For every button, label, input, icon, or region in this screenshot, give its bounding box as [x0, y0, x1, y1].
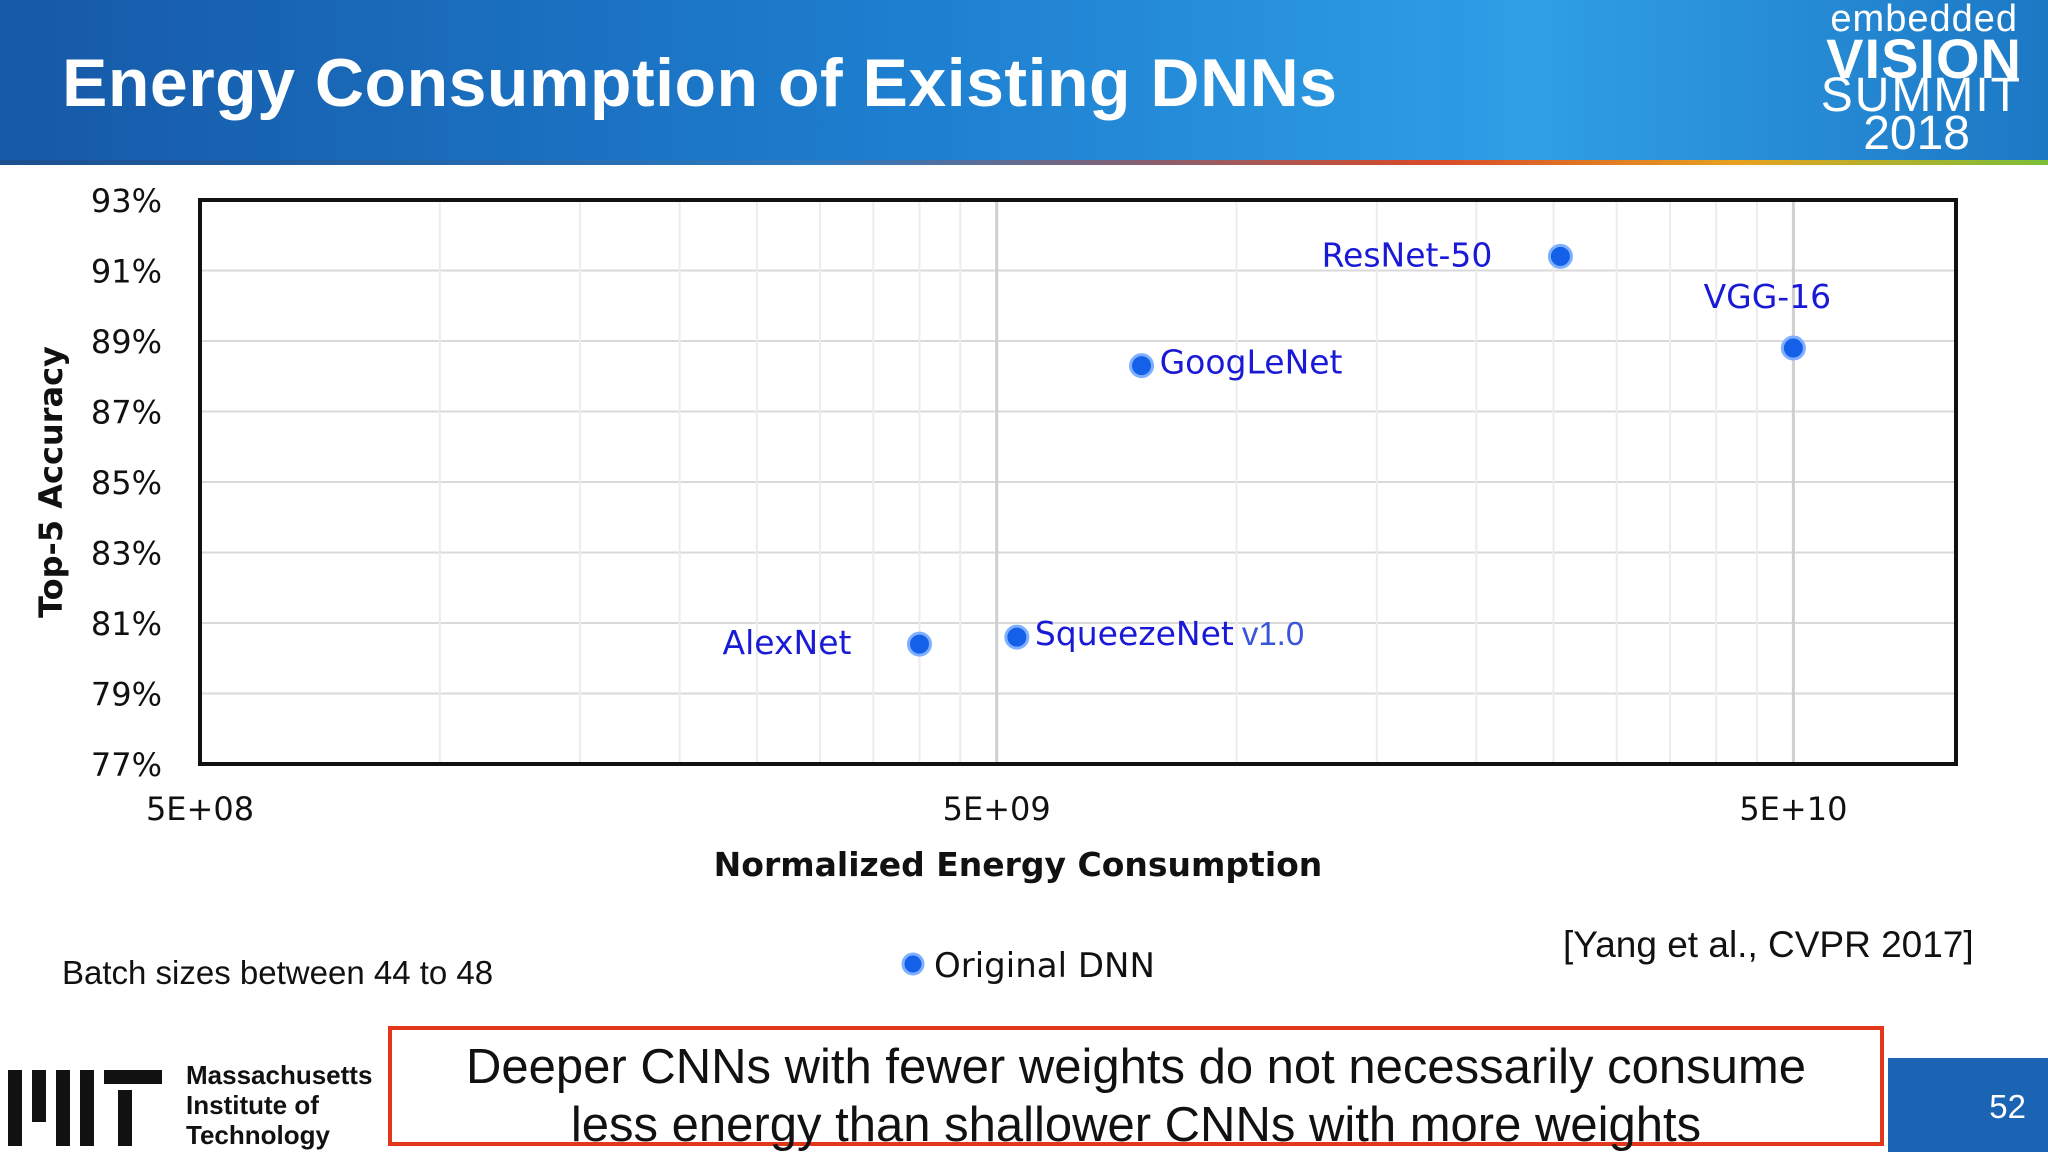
- y-axis-ticks: 93% 91% 89% 87% 85% 83% 81% 79% 77%: [91, 182, 162, 784]
- data-label: VGG-16: [1704, 277, 1832, 316]
- data-points: AlexNet SqueezeNet v1.0 GoogLeNet ResNet-50 V…: [723, 235, 1832, 662]
- institution-line: Institute of: [186, 1090, 319, 1120]
- y-tick-label: 83%: [91, 535, 162, 573]
- data-label: AlexNet: [723, 623, 852, 662]
- y-tick-label: 81%: [91, 605, 162, 643]
- x-tick-label: 5E+08: [146, 790, 254, 828]
- data-label-suffix: v1.0: [1242, 615, 1304, 652]
- x-axis-label: Normalized Energy Consumption: [714, 845, 1323, 884]
- embedded-vision-summit-logo: embedded VISION SUMMIT 2018: [1810, 0, 2040, 160]
- x-tick-label: 5E+10: [1739, 790, 1847, 828]
- x-tick-label: 5E+09: [943, 790, 1051, 828]
- y-axis-label: Top-5 Accuracy: [32, 346, 70, 618]
- data-label: ResNet-50: [1322, 235, 1493, 274]
- data-point: [1129, 353, 1155, 379]
- institution-line: Technology: [186, 1120, 330, 1150]
- mit-logo-bar: [32, 1070, 46, 1122]
- mit-logo-bar: [8, 1070, 22, 1146]
- energy-accuracy-scatter-chart: 93%91%89%87%85%83%81%79%77% 5E+08 5E+09 5E…: [32, 182, 1958, 986]
- mit-logo-bar: [80, 1070, 94, 1146]
- takeaway-line-2: less energy than shallower CNNs with mor…: [570, 1098, 1702, 1152]
- logo-text-vision: VISION: [1826, 27, 2022, 90]
- legend-marker-original-dnn: [901, 952, 925, 976]
- data-point: [1004, 624, 1030, 650]
- plot-area-frame: [198, 198, 1958, 766]
- mit-logo-bar: [118, 1090, 132, 1146]
- y-tick-label: 77%: [91, 746, 162, 784]
- batch-size-note: Batch sizes between 44 to 48: [62, 954, 494, 991]
- data-point: [906, 631, 932, 657]
- legend-label-original-dnn: Original DNN: [934, 946, 1155, 986]
- y-tick-label: 91%: [91, 253, 162, 291]
- y-tick-label: 79%: [91, 676, 162, 714]
- data-point: [1780, 335, 1806, 361]
- chart-grid: [200, 199, 1956, 765]
- takeaway-line-1: Deeper CNNs with fewer weights do not ne…: [466, 1040, 1806, 1094]
- logo-text-embedded: embedded: [1830, 0, 2018, 40]
- y-tick-label: 93%: [91, 182, 162, 220]
- x-axis-ticks: 5E+08 5E+09 5E+10: [146, 790, 1847, 828]
- mit-logo-bar: [104, 1070, 162, 1084]
- data-point: [1547, 243, 1573, 269]
- data-label: SqueezeNet v1.0: [1035, 614, 1304, 653]
- institution-name: Massachusetts Institute of Technology: [186, 1060, 372, 1150]
- mit-logo-bar: [56, 1070, 70, 1146]
- header-divider: [0, 160, 2048, 165]
- page-number: 52: [1989, 1088, 2026, 1125]
- y-tick-label: 85%: [91, 464, 162, 502]
- institution-line: Massachusetts: [186, 1060, 373, 1090]
- logo-text-year: 2018: [1863, 107, 1970, 160]
- data-label: GoogLeNet: [1160, 343, 1343, 382]
- slide-title: Energy Consumption of Existing DNNs: [62, 45, 1338, 121]
- y-tick-label: 89%: [91, 323, 162, 361]
- takeaway-box: Deeper CNNs with fewer weights do not ne…: [388, 1026, 1884, 1152]
- chart-legend: Original DNN: [901, 946, 1155, 986]
- y-tick-label: 87%: [91, 394, 162, 432]
- mit-logo: [8, 1066, 162, 1146]
- page-number-block: 52: [1888, 1058, 2048, 1152]
- citation: [Yang et al., CVPR 2017]: [1563, 924, 1974, 965]
- slide-header: Energy Consumption of Existing DNNs embe…: [0, 0, 2048, 160]
- logo-text-summit: SUMMIT: [1820, 69, 2022, 122]
